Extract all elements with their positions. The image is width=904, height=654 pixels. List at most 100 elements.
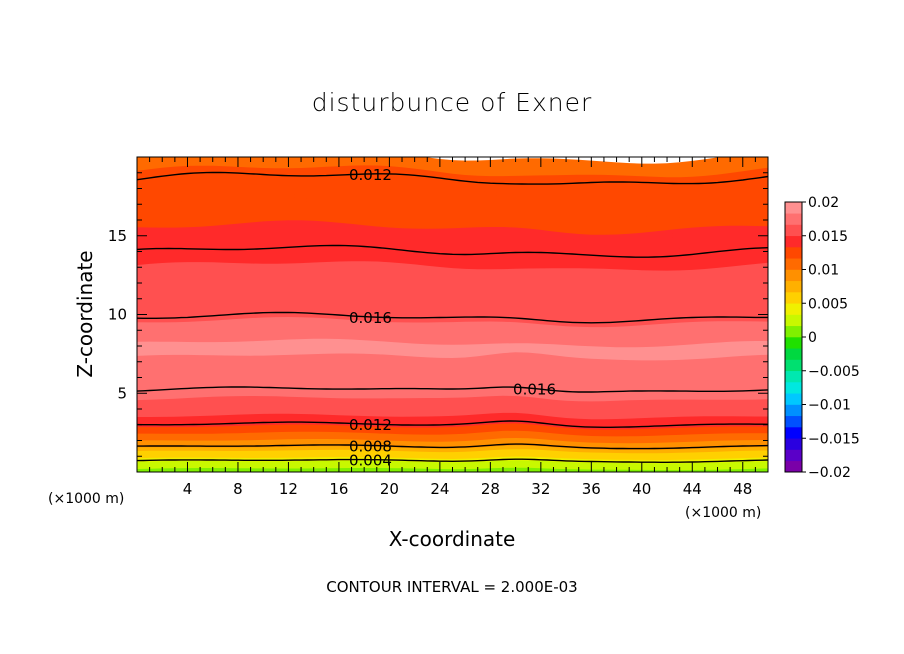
x-tick-label: 28 [481, 480, 500, 498]
contour-label: 0.004 [349, 452, 392, 470]
x-unit-label-left: (×1000 m) [48, 491, 124, 507]
colorbar-cell [785, 303, 802, 315]
contour-line [137, 458, 768, 463]
colorbar-cell [785, 460, 802, 473]
y-tick-labels: 5 10 15 [108, 227, 127, 403]
colorbar-label: −0.02 [808, 465, 851, 481]
colorbar-cell [785, 280, 802, 293]
colorbar-label: 0 [808, 330, 817, 346]
x-tick-label: 12 [279, 480, 298, 498]
color-band [137, 401, 768, 413]
color-band [137, 404, 768, 416]
colorbar-label: 0.01 [808, 263, 839, 279]
contour-label: 0.008 [349, 437, 392, 455]
x-tick-label: 36 [582, 480, 601, 498]
color-band [137, 252, 768, 268]
x-tick-label: 4 [183, 480, 193, 498]
contour-interval-note: CONTOUR INTERVAL = 2.000E-03 [326, 578, 577, 596]
x-tick-label: 8 [233, 480, 243, 498]
colorbar-cells [785, 202, 802, 473]
color-band [137, 298, 768, 314]
colorbar-cell [785, 224, 802, 237]
colorbar-cell [785, 415, 802, 428]
color-band [137, 294, 768, 310]
contour-lines [137, 171, 768, 463]
colorbar-cell [785, 370, 802, 383]
colorbar: 0.02 0.015 0.01 0.005 0 −0.005 −0.01 −0.015 −0.0… [784, 195, 860, 481]
colorbar-cell [785, 337, 802, 349]
x-tick-labels: 4 8 12 16 20 24 28 32 36 40 44 48 [183, 480, 753, 498]
color-band [137, 160, 768, 178]
x-tick-label: 40 [632, 480, 651, 498]
contour-label: 0.012 [349, 416, 392, 434]
colorbar-cell [785, 438, 802, 450]
color-band [137, 187, 768, 207]
color-band [137, 436, 768, 447]
color-band [137, 291, 768, 307]
axis-ticks [137, 157, 768, 472]
color-band [137, 180, 768, 200]
colorbar-labels: 0.02 0.015 0.01 0.005 0 −0.005 −0.01 −0.015 −0.0… [802, 195, 860, 481]
x-tick-label: 44 [683, 480, 702, 498]
color-band [137, 164, 768, 181]
color-band [137, 157, 759, 168]
color-band [137, 312, 768, 328]
x-tick-label: 24 [430, 480, 449, 498]
color-band [137, 422, 768, 433]
color-band [137, 408, 768, 420]
contour-line [137, 244, 768, 258]
x-axis-label: X-coordinate [389, 527, 516, 551]
color-band [137, 398, 768, 409]
colorbar-cell [785, 235, 802, 248]
color-band [137, 201, 768, 222]
color-band [137, 284, 768, 299]
y-tick-label: 10 [108, 306, 127, 324]
colorbar-cell [785, 393, 802, 405]
colorbar-cell [785, 404, 802, 417]
color-band [137, 157, 768, 175]
contour-label: 0.012 [349, 166, 392, 184]
colorbar-cell [785, 213, 802, 225]
color-band [137, 415, 768, 427]
colorbar-cell [785, 269, 802, 282]
color-band [137, 425, 768, 437]
color-band [137, 305, 768, 321]
colorbar-label: 0.005 [808, 296, 848, 312]
colorbar-cell [785, 427, 802, 439]
colorbar-cell [785, 348, 802, 360]
x-tick-label: 16 [329, 480, 348, 498]
color-band [137, 219, 768, 239]
colorbar-cell [785, 449, 802, 462]
contour-line [137, 386, 768, 393]
contour-line [137, 171, 768, 185]
color-bands [137, 157, 768, 472]
contour-line [137, 311, 768, 324]
color-band [137, 301, 768, 317]
color-band [137, 248, 768, 265]
x-tick-label: 32 [531, 480, 550, 498]
color-band [137, 391, 768, 402]
y-tick-label: 15 [108, 227, 127, 245]
colorbar-cell [785, 382, 802, 394]
color-band [137, 197, 768, 218]
color-band [137, 429, 768, 440]
color-band [137, 194, 768, 214]
y-axis-label: Z-coordinate [73, 250, 97, 377]
colorbar-cell [785, 292, 802, 304]
contour-label: 0.016 [513, 381, 556, 399]
color-band [137, 411, 768, 423]
colorbar-label: 0.02 [808, 195, 839, 211]
color-band [137, 184, 768, 203]
y-tick-label: 5 [117, 384, 127, 402]
colorbar-cell [785, 325, 802, 338]
colorbar-label: −0.01 [808, 398, 851, 414]
contour-label: 0.016 [349, 309, 392, 327]
color-band [137, 433, 768, 444]
x-tick-label: 20 [380, 480, 399, 498]
colorbar-cell [785, 258, 802, 270]
color-band [137, 394, 768, 405]
color-band [137, 256, 768, 271]
chart-title: disturbunce of Exner [312, 88, 593, 117]
